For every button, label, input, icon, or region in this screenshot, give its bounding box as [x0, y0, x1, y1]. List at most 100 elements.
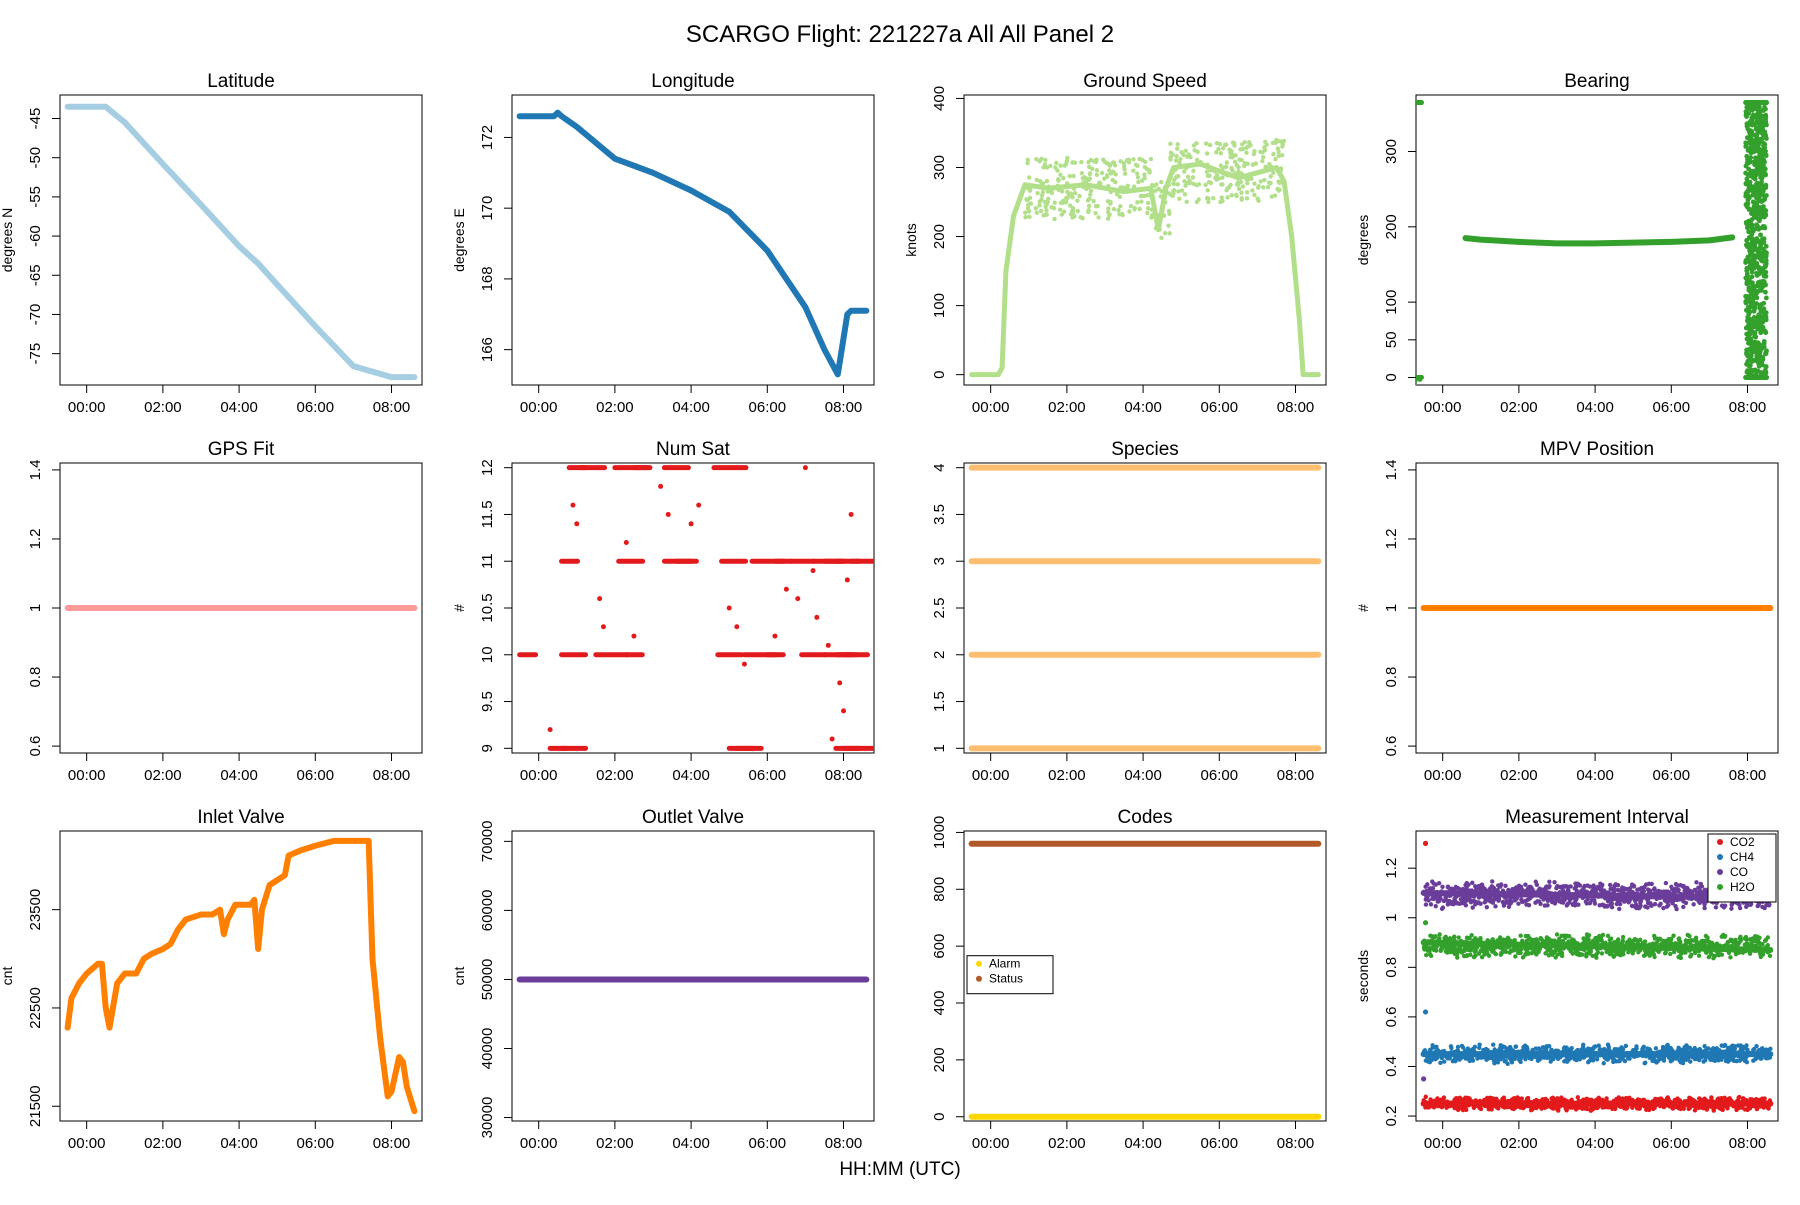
data-point [1378, 428, 1383, 433]
data-point [1167, 209, 1171, 213]
y-tick-label: 166 [479, 337, 496, 362]
data-point [1407, 490, 1412, 495]
data-point [1160, 207, 1164, 211]
legend-marker-status [976, 976, 982, 982]
data-point [1397, 506, 1402, 511]
data-point [1417, 648, 1422, 653]
data-point [1665, 1046, 1669, 1050]
data-point [1093, 211, 1097, 215]
data-point [1409, 565, 1414, 570]
data-point [1403, 375, 1408, 380]
data-point [1764, 100, 1769, 105]
data-point [1762, 142, 1767, 147]
x-tick-label: 04:00 [672, 1135, 710, 1152]
data-point [1381, 100, 1386, 105]
data-point [1403, 573, 1408, 578]
data-point [1743, 1059, 1747, 1063]
data-point [1389, 100, 1394, 105]
data-point [1405, 100, 1410, 105]
data-point [1411, 443, 1416, 448]
data-point [1402, 472, 1407, 477]
data-point [1404, 587, 1409, 592]
data-point [1402, 579, 1407, 584]
data-point [1415, 562, 1420, 567]
data-point [1153, 188, 1157, 192]
data-point [1239, 191, 1243, 195]
data-point [1136, 175, 1140, 179]
data-point [1408, 394, 1413, 399]
data-point [1406, 431, 1411, 436]
plot-area [1377, 100, 1769, 655]
data-point [1471, 1047, 1475, 1051]
data-point [1394, 419, 1399, 424]
data-point [1744, 110, 1749, 115]
data-point [1411, 628, 1416, 633]
data-point [1378, 588, 1383, 593]
data-point [1762, 339, 1767, 344]
data-point [1417, 623, 1422, 628]
data-point [1397, 397, 1402, 402]
x-tick-label: 04:00 [672, 767, 710, 784]
data-point [1419, 560, 1424, 565]
data-point [1604, 1096, 1608, 1100]
data-point [1502, 1096, 1506, 1100]
data-point [1413, 396, 1418, 401]
data-point [1754, 201, 1759, 206]
data-point [1391, 100, 1396, 105]
data-point [1057, 188, 1061, 192]
data-point [1398, 100, 1403, 105]
data-point [1419, 375, 1424, 380]
data-point [1129, 204, 1133, 208]
data-point [1027, 175, 1031, 179]
data-point [1406, 462, 1411, 467]
data-point [1417, 391, 1422, 396]
data-point [1449, 1044, 1453, 1048]
data-point [1244, 151, 1248, 155]
data-point [1387, 100, 1392, 105]
data-point [1757, 195, 1762, 200]
data-point [1403, 375, 1408, 380]
data-point [1398, 100, 1403, 105]
data-point [1054, 161, 1058, 165]
x-tick-label: 04:00 [672, 399, 710, 416]
data-point [1378, 375, 1383, 380]
data-point [1419, 477, 1424, 482]
data-point [1395, 100, 1400, 105]
data-point [1759, 206, 1764, 211]
data-point [1378, 443, 1383, 448]
y-tick-label: 170 [479, 196, 496, 221]
data-point [1208, 143, 1212, 147]
data-point [1419, 587, 1424, 592]
data-point [1749, 291, 1754, 296]
data-point [1763, 330, 1768, 335]
data-point [1155, 213, 1159, 217]
data-point [1748, 337, 1753, 342]
data-point [1381, 100, 1386, 105]
data-point [1394, 100, 1399, 105]
data-point [1377, 508, 1382, 513]
data-point [1409, 647, 1414, 652]
data-point [1077, 194, 1081, 198]
data-point [1381, 100, 1386, 105]
y-tick-label: 9.5 [479, 691, 496, 712]
data-point [1070, 215, 1074, 219]
data-point [1392, 100, 1397, 105]
data-point [1404, 100, 1409, 105]
data-point [1383, 558, 1388, 563]
data-point [1418, 637, 1423, 642]
data-point [1256, 199, 1260, 203]
data-point [1390, 615, 1395, 620]
data-point [1403, 432, 1408, 437]
data-point [1399, 409, 1404, 414]
data-point [1406, 100, 1411, 105]
data-point [1382, 614, 1387, 619]
data-point [814, 615, 819, 620]
data-point [1736, 1043, 1740, 1047]
data-point [1135, 171, 1139, 175]
data-point [1403, 569, 1408, 574]
data-point [1402, 411, 1407, 416]
data-point [1744, 301, 1749, 306]
data-point [1417, 627, 1422, 632]
y-tick-label: 2 [931, 651, 948, 659]
